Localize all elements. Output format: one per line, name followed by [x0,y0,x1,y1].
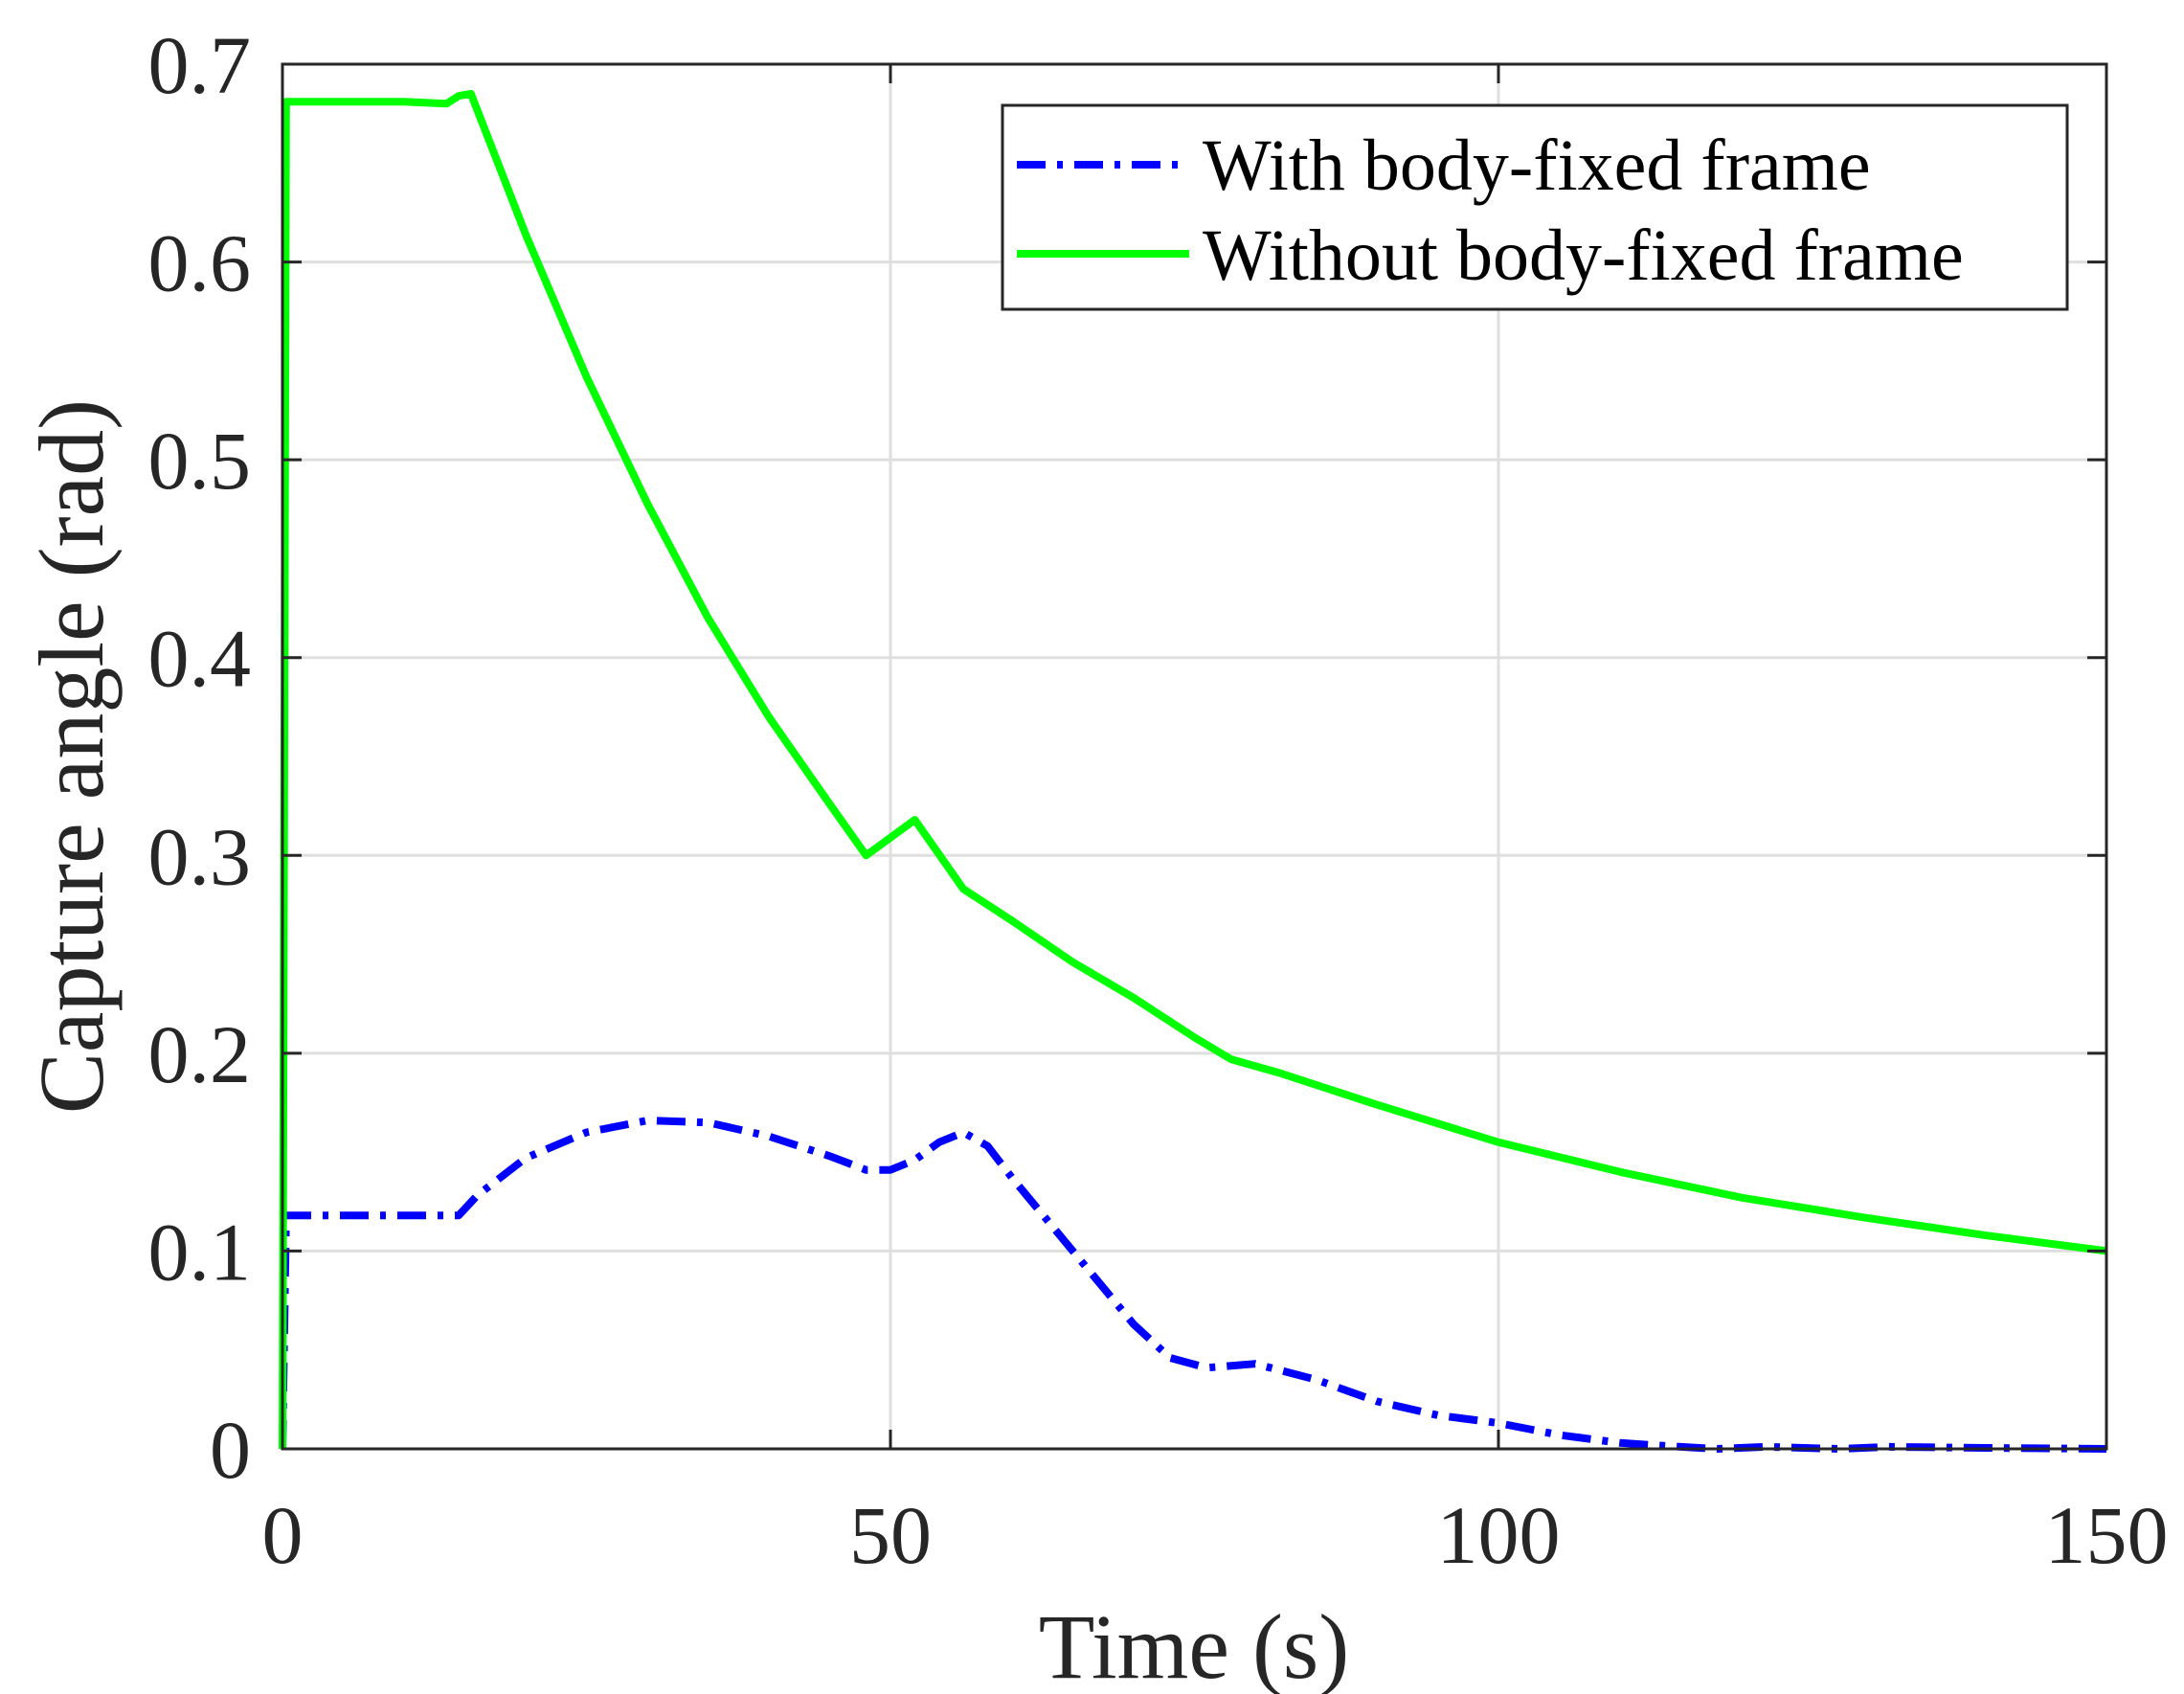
y-tick-label: 0.7 [148,19,252,111]
legend-box [1001,103,2069,311]
y-tick-label: 0.4 [148,613,252,705]
legend-label-with-body-fixed-frame: With body-fixed frame [1203,125,1871,206]
x-tick-label: 150 [2045,1489,2169,1581]
y-tick-label: 0.2 [148,1008,252,1100]
y-axis-label: Capture angle (rad) [20,399,123,1114]
x-tick-label: 100 [1437,1489,1561,1581]
series-layer [279,90,2107,1453]
series-line-1 [279,90,2107,1450]
x-tick-label: 50 [849,1489,932,1581]
y-tick-label: 0 [210,1404,251,1496]
tick-marks [281,62,2108,1451]
y-tick-label: 0.6 [148,217,252,309]
series-line-0 [279,1117,2107,1453]
tick-labels: 0 50 100 150 0 0.1 0.2 0.3 0.4 0.5 0.6 0.7 [148,19,2169,1581]
y-tick-label: 0.1 [148,1206,252,1298]
plot-frame [281,62,2108,1451]
x-tick-label: 0 [262,1489,304,1581]
y-tick-label: 0.5 [148,415,252,507]
x-axis-label: Time (s) [1039,1595,1350,1694]
y-tick-label: 0.3 [148,810,252,902]
legend: With body-fixed frame Without body-fixed… [1001,103,2069,311]
legend-label-without-body-fixed-frame: Without body-fixed frame [1203,215,1964,296]
